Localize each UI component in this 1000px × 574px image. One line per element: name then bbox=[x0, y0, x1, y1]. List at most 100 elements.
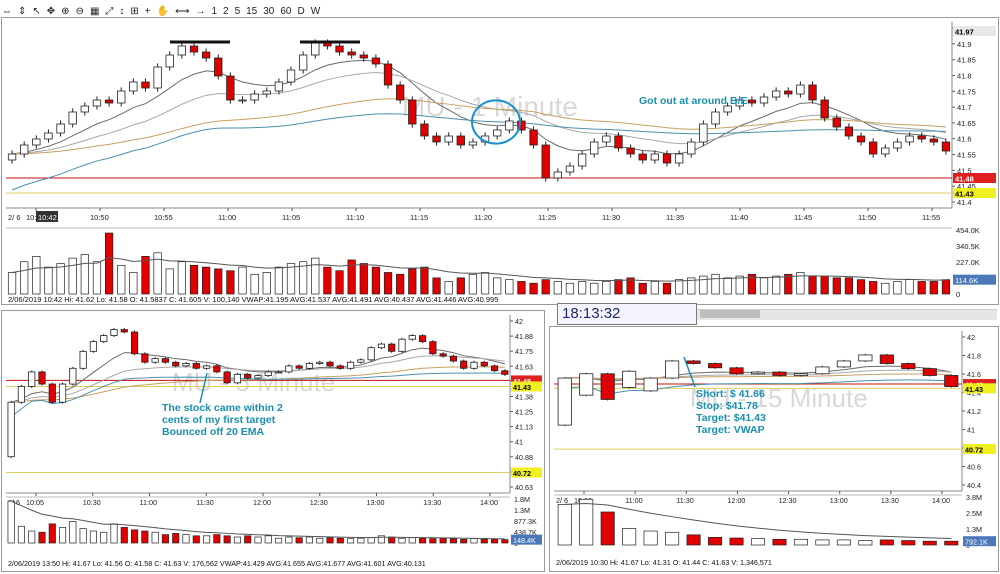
candle-10:51 bbox=[117, 90, 126, 104]
toolbar-tool-8[interactable]: ↕ bbox=[119, 5, 125, 17]
toolbar-tool-5[interactable]: ⊖ bbox=[75, 5, 84, 17]
period-button-15[interactable]: 15 bbox=[246, 5, 258, 17]
volume-bar-13:00 bbox=[367, 537, 375, 544]
period-button-1[interactable]: 1 bbox=[211, 5, 217, 17]
volume-bar-11:43 bbox=[747, 273, 756, 295]
volume-bar-11:36 bbox=[662, 282, 672, 295]
candle-13:35 bbox=[439, 353, 447, 357]
candle-11:27 bbox=[553, 171, 562, 179]
x-tick-label: 11:05 bbox=[282, 213, 300, 222]
volume-bar-11:59 bbox=[941, 279, 951, 295]
clock-readout: 18:13:32 bbox=[557, 303, 697, 325]
toolbar-tool-1[interactable]: ⇕ bbox=[18, 5, 27, 17]
period-button-D[interactable]: D bbox=[297, 5, 305, 17]
toolbar-tool-10[interactable]: + bbox=[144, 5, 151, 17]
annotation-pointer bbox=[199, 372, 208, 404]
toolbar-tool-2[interactable]: ↖ bbox=[32, 5, 41, 17]
volume-tick-label: 877.3K bbox=[514, 517, 537, 526]
candle-11:34 bbox=[638, 153, 647, 161]
period-button-60[interactable]: 60 bbox=[280, 5, 292, 17]
candle-13:00 bbox=[836, 360, 851, 368]
x-tick-label: 12:00 bbox=[727, 496, 745, 505]
five-minute-chart[interactable]: MU - 5 Minute4241.8841.7541.6341.541.384… bbox=[2, 311, 544, 571]
candle-13:30 bbox=[879, 354, 894, 364]
x-tick-label: 11:25 bbox=[538, 213, 556, 222]
fifteen-minute-chart[interactable]: MU - 15 Minute4241.841.641.441.24140.840… bbox=[550, 327, 998, 571]
toolbar-tool-13[interactable]: → bbox=[195, 5, 206, 17]
price-badge: 40.72 bbox=[965, 446, 983, 455]
volume-bar-11:19 bbox=[456, 277, 465, 295]
volume-bar-10:15 bbox=[600, 511, 615, 546]
volume-bar-13:50 bbox=[470, 538, 478, 544]
toolbar-tool-12[interactable]: ⟷ bbox=[175, 5, 190, 17]
candle-11:50 bbox=[832, 117, 841, 128]
candle-11:25 bbox=[172, 361, 180, 367]
x-tick-label: 11:35 bbox=[666, 213, 684, 222]
volume-bar-11:50 bbox=[832, 277, 841, 295]
one-minute-chart[interactable]: MU - 1 Minute42.41.941.8541.841.7541.741… bbox=[2, 18, 998, 304]
ema-20-line bbox=[11, 355, 505, 403]
candle-13:30 bbox=[429, 341, 437, 355]
candle-11:31 bbox=[602, 135, 611, 143]
candle-13:20 bbox=[408, 335, 416, 340]
price-badge-bg bbox=[953, 188, 996, 198]
toolbar-tool-6[interactable]: ▦ bbox=[89, 5, 100, 17]
toolbar-tool-3[interactable]: ✥ bbox=[46, 5, 56, 17]
candle-11:06 bbox=[298, 54, 308, 71]
candle-11:45 bbox=[213, 365, 221, 373]
candle-11:24 bbox=[517, 120, 526, 131]
period-button-W[interactable]: W bbox=[310, 5, 321, 17]
y-tick-label: 41.8 bbox=[957, 71, 972, 80]
candle-11:14 bbox=[396, 84, 405, 101]
volume-bar-11:48 bbox=[808, 275, 817, 295]
toolbar-tool-7[interactable]: ⤢ bbox=[105, 5, 114, 17]
volume-bar-14:00 bbox=[922, 540, 937, 546]
candle-12:00 bbox=[244, 373, 252, 379]
candle-11:28 bbox=[565, 165, 575, 173]
volume-bar-11:14 bbox=[396, 273, 405, 295]
volume-bar-11:10 bbox=[347, 259, 356, 295]
scrollbar-thumb[interactable] bbox=[700, 310, 760, 318]
toolbar-tool-0[interactable]: ⇔ bbox=[2, 5, 12, 17]
volume-tick-label: 340.5K bbox=[956, 242, 980, 251]
time-badge-bg bbox=[36, 211, 58, 222]
volume-bar-14:00 bbox=[491, 539, 499, 544]
volume-bar-11:18 bbox=[444, 281, 453, 295]
volume-bar-11:28 bbox=[565, 282, 575, 295]
ema-9-line bbox=[10, 347, 505, 403]
candle-11:45 bbox=[729, 367, 744, 375]
volume-bar-12:45 bbox=[336, 537, 344, 544]
candle-10:25 bbox=[48, 383, 56, 403]
candle-10:05 bbox=[7, 401, 15, 458]
price-badge-bg bbox=[511, 467, 542, 478]
x-tick-label: 13:00 bbox=[830, 496, 848, 505]
candle-11:33 bbox=[626, 147, 635, 155]
volume-bar-11:58 bbox=[929, 281, 938, 295]
volume-bar-10:50 bbox=[100, 531, 108, 544]
period-button-2[interactable]: 2 bbox=[223, 5, 229, 17]
toolbar-tool-9[interactable]: ⊞ bbox=[130, 5, 139, 17]
period-button-5[interactable]: 5 bbox=[234, 5, 241, 17]
x-tick-label: 13:30 bbox=[423, 498, 441, 507]
annotation-text: Target: VWAP bbox=[696, 424, 765, 436]
volume-bar-10:30 bbox=[622, 528, 637, 546]
volume-bar-11:07 bbox=[311, 257, 320, 295]
horizontal-scrollbar[interactable] bbox=[697, 309, 997, 320]
volume-bar-12:50 bbox=[347, 538, 355, 544]
period-button-30[interactable]: 30 bbox=[263, 5, 275, 17]
volume-badge: 792.1K bbox=[965, 538, 988, 547]
volume-bar-11:55 bbox=[233, 536, 241, 544]
toolbar-tool-4[interactable]: ⊕ bbox=[61, 5, 70, 17]
volume-tick-label: 1.3M bbox=[966, 525, 982, 534]
volume-bar-11:56 bbox=[905, 279, 914, 295]
toolbar-tool-11[interactable]: ✋ bbox=[156, 5, 170, 17]
y-tick-label: 41.13 bbox=[515, 423, 533, 432]
volume-bar-11:26 bbox=[541, 279, 550, 295]
y-tick-label: 41.75 bbox=[515, 347, 533, 356]
five-minute-panel: MU - 5 Minute4241.8841.7541.6341.541.384… bbox=[1, 310, 545, 572]
candle-10:56 bbox=[177, 45, 187, 56]
candle-11:30 bbox=[707, 363, 723, 369]
candle-11:48 bbox=[808, 84, 817, 101]
candle-11:32 bbox=[614, 135, 623, 149]
volume-bar-10:35 bbox=[69, 521, 77, 544]
